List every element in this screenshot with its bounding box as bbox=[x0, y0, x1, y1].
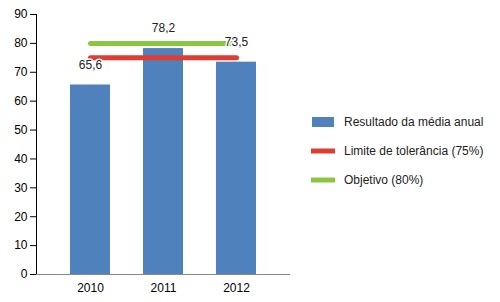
svg-text:65,6: 65,6 bbox=[79, 58, 103, 72]
svg-text:2012: 2012 bbox=[223, 281, 250, 295]
svg-text:2011: 2011 bbox=[151, 281, 177, 295]
svg-text:2010: 2010 bbox=[77, 281, 104, 295]
svg-text:73,5: 73,5 bbox=[225, 35, 249, 49]
svg-text:70: 70 bbox=[14, 65, 28, 79]
html-text:Resultado da média anual: Resultado da média anual bbox=[344, 114, 484, 129]
svg-text:20: 20 bbox=[14, 210, 28, 224]
html-text:Objetivo (80%): Objetivo (80%) bbox=[344, 172, 424, 187]
svg-text:0: 0 bbox=[21, 267, 28, 281]
svg-text:50: 50 bbox=[14, 123, 28, 137]
svg-text:40: 40 bbox=[14, 152, 28, 166]
svg-text:60: 60 bbox=[14, 94, 28, 108]
html-text:Limite de tolerância (75%): Limite de tolerância (75%) bbox=[344, 143, 484, 158]
svg-text:80: 80 bbox=[14, 36, 28, 50]
svg-text:10: 10 bbox=[14, 238, 28, 252]
svg-text:78,2: 78,2 bbox=[152, 21, 176, 35]
svg-text:90: 90 bbox=[14, 7, 28, 21]
svg-text:30: 30 bbox=[14, 181, 28, 195]
